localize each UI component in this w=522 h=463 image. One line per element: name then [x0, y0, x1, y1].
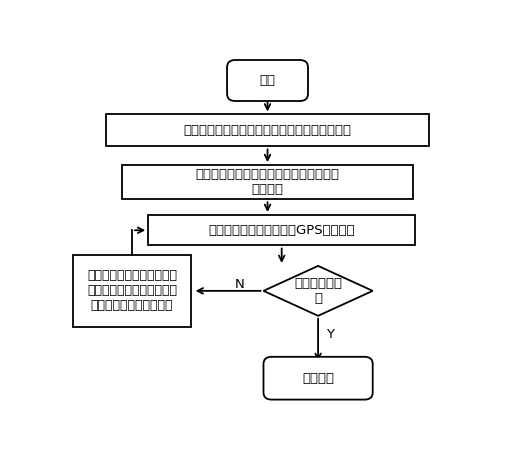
Text: 获取用户当前位置信息以及用户所输入的目的地: 获取用户当前位置信息以及用户所输入的目的地	[184, 124, 351, 137]
Text: 开始: 开始	[259, 74, 276, 87]
FancyBboxPatch shape	[148, 215, 415, 245]
Text: Y: Y	[326, 328, 334, 341]
FancyBboxPatch shape	[227, 60, 308, 101]
Text: N: N	[234, 278, 244, 291]
FancyBboxPatch shape	[105, 114, 429, 146]
Text: 结束行程: 结束行程	[302, 372, 334, 385]
Text: 用户按照规划路线行驶，GPS定位更新: 用户按照规划路线行驶，GPS定位更新	[208, 224, 355, 237]
FancyBboxPatch shape	[73, 255, 191, 326]
Polygon shape	[264, 266, 373, 316]
Text: 根据此时云服务器中的交通
信息情况为用户规划当前位
置前往目的地的最佳路线: 根据此时云服务器中的交通 信息情况为用户规划当前位 置前往目的地的最佳路线	[87, 269, 177, 313]
FancyBboxPatch shape	[122, 165, 413, 199]
Text: 是否到达目的
地: 是否到达目的 地	[294, 277, 342, 305]
FancyBboxPatch shape	[264, 357, 373, 400]
Text: 根据当前云服务器中交通信息为用户规划
最佳路线: 根据当前云服务器中交通信息为用户规划 最佳路线	[196, 168, 339, 196]
